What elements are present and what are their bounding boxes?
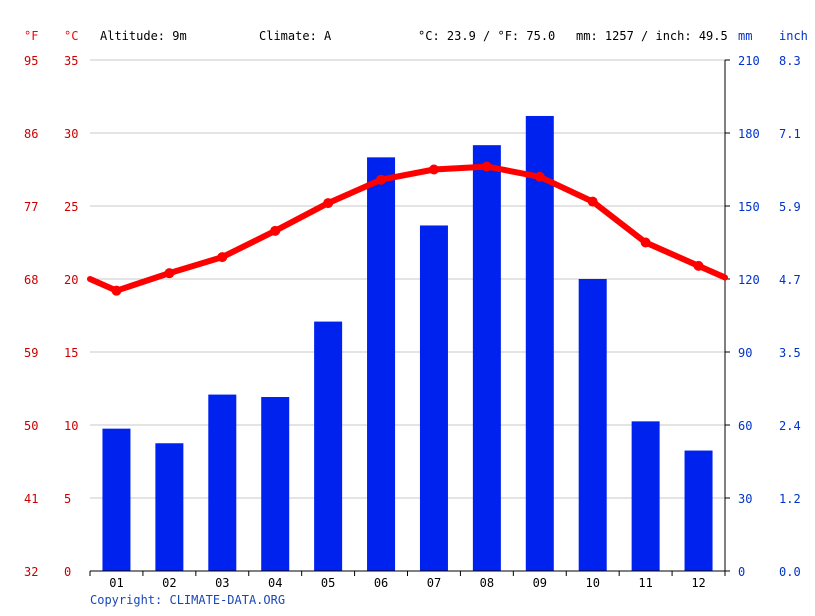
precipitation-bar	[208, 394, 237, 571]
unit-mm-label: mm	[738, 29, 752, 43]
unit-inch-label: inch	[779, 29, 808, 43]
x-tick-label: 07	[427, 576, 441, 590]
climate-label: Climate: A	[259, 29, 332, 43]
y-tick-inch: 3.5	[779, 346, 801, 360]
temperature-point	[640, 237, 651, 248]
x-tick-label: 02	[162, 576, 176, 590]
y-tick-mm: 0	[738, 565, 745, 579]
grid-lines	[90, 59, 725, 499]
precipitation-bar	[419, 225, 448, 571]
temperature-line-group	[87, 161, 728, 296]
y-tick-mm: 90	[738, 346, 752, 360]
axes	[89, 59, 730, 576]
precipitation-bars	[102, 115, 713, 572]
x-tick-label: 04	[268, 576, 282, 590]
y-tick-inch: 4.7	[779, 273, 801, 287]
temperature-point	[376, 174, 387, 185]
x-tick-label: 09	[533, 576, 547, 590]
y-tick-celsius: 30	[64, 127, 78, 141]
unit-celsius-label: °C	[64, 29, 78, 43]
precipitation-bar	[367, 157, 396, 572]
y-tick-mm: 210	[738, 54, 760, 68]
y-tick-celsius: 5	[64, 492, 71, 506]
x-tick-label: 08	[480, 576, 494, 590]
y-tick-fahrenheit: 59	[24, 346, 38, 360]
temperature-point	[428, 164, 439, 175]
y-tick-inch: 1.2	[779, 492, 801, 506]
temperature-point	[693, 260, 704, 271]
y-tick-fahrenheit: 32	[24, 565, 38, 579]
x-tick-label: 05	[321, 576, 335, 590]
y-tick-celsius: 35	[64, 54, 78, 68]
y-tick-fahrenheit: 68	[24, 273, 38, 287]
temperature-point	[270, 225, 281, 236]
x-tick-label: 10	[585, 576, 599, 590]
y-tick-inch: 5.9	[779, 200, 801, 214]
temperature-point	[323, 198, 334, 209]
temperature-point	[164, 268, 175, 279]
precipitation-average-label: mm: 1257 / inch: 49.5	[576, 29, 728, 43]
temperature-line	[87, 163, 728, 294]
y-tick-inch: 2.4	[779, 419, 801, 433]
y-tick-celsius: 0	[64, 565, 71, 579]
y-tick-fahrenheit: 86	[24, 127, 38, 141]
unit-fahrenheit-label: °F	[24, 29, 38, 43]
temperature-point	[587, 196, 598, 207]
x-tick-label: 06	[374, 576, 388, 590]
y-tick-inch: 8.3	[779, 54, 801, 68]
precipitation-bar	[631, 421, 660, 571]
precipitation-bar	[578, 279, 607, 571]
temperature-point	[111, 285, 122, 296]
y-tick-celsius: 10	[64, 419, 78, 433]
y-tick-mm: 120	[738, 273, 760, 287]
x-tick-label: 11	[638, 576, 652, 590]
copyright-label: Copyright: CLIMATE-DATA.ORG	[90, 593, 285, 607]
y-tick-fahrenheit: 41	[24, 492, 38, 506]
y-tick-inch: 7.1	[779, 127, 801, 141]
precipitation-bar	[314, 321, 343, 571]
precipitation-bar	[155, 443, 184, 571]
y-tick-inch: 0.0	[779, 565, 801, 579]
y-tick-mm: 30	[738, 492, 752, 506]
y-tick-fahrenheit: 50	[24, 419, 38, 433]
temperature-point	[481, 161, 492, 172]
precipitation-bar	[684, 450, 713, 571]
precipitation-bar	[261, 397, 290, 571]
temperature-point	[217, 252, 228, 263]
y-tick-celsius: 20	[64, 273, 78, 287]
temperature-average-label: °C: 23.9 / °F: 75.0	[418, 29, 555, 43]
precipitation-bar	[102, 428, 131, 571]
y-tick-mm: 150	[738, 200, 760, 214]
x-tick-label: 12	[691, 576, 705, 590]
precipitation-bar	[525, 115, 554, 571]
temperature-point	[534, 171, 545, 182]
y-tick-celsius: 15	[64, 346, 78, 360]
y-tick-celsius: 25	[64, 200, 78, 214]
precipitation-bar	[472, 145, 501, 571]
y-tick-mm: 60	[738, 419, 752, 433]
y-tick-mm: 180	[738, 127, 760, 141]
y-tick-fahrenheit: 95	[24, 54, 38, 68]
tick-labels: 32 0 0 0.041 5 30 1.250 10 60 2.459 15 90 3.568 20 120…	[24, 54, 801, 590]
y-tick-fahrenheit: 77	[24, 200, 38, 214]
altitude-label: Altitude: 9m	[100, 29, 187, 43]
x-tick-label: 03	[215, 576, 229, 590]
x-tick-label: 01	[109, 576, 123, 590]
